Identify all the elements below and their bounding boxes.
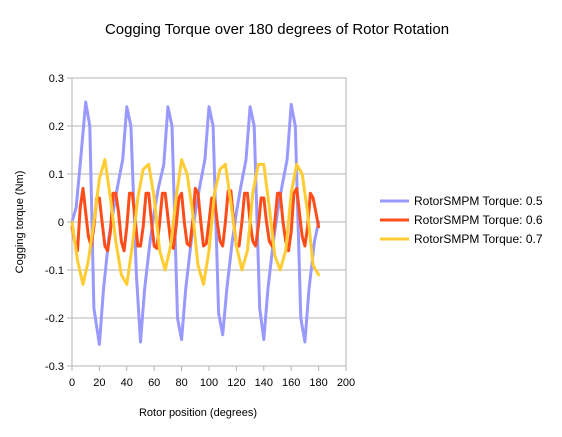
y-tick-label: 0 [58, 217, 64, 229]
series-line-3 [70, 158, 321, 286]
y-tick-label: -0.3 [45, 361, 64, 373]
x-tick-label: 80 [175, 377, 187, 389]
y-tick-label: -0.2 [45, 313, 64, 325]
y-axis-label: Cogging torque (Nm) [14, 171, 26, 274]
y-tick-label: 0.2 [49, 121, 64, 133]
legend-label: RotorSMPM Torque: 0.5 [414, 194, 543, 208]
chart-title: Cogging Torque over 180 degrees of Rotor… [105, 21, 449, 38]
legend-label: RotorSMPM Torque: 0.7 [414, 232, 543, 246]
legend-label: RotorSMPM Torque: 0.6 [414, 213, 543, 227]
x-tick-label: 180 [309, 377, 327, 389]
y-tick-label: 0.1 [49, 169, 64, 181]
y-axis-ticks: 0.3 0.2 0.1 0 -0.1 -0.2 -0.3 [45, 73, 72, 373]
x-tick-label: 60 [148, 377, 160, 389]
x-tick-label: 40 [121, 377, 133, 389]
x-tick-label: 140 [255, 377, 273, 389]
x-axis-label: Rotor position (degrees) [139, 407, 257, 419]
y-tick-label: 0.3 [49, 73, 64, 85]
x-tick-label: 120 [227, 377, 245, 389]
x-tick-label: 200 [337, 377, 355, 389]
x-tick-label: 0 [69, 377, 75, 389]
x-axis-ticks: 0 20 40 60 80 100 120 140 160 180 200 [69, 366, 355, 389]
y-tick-label: -0.1 [45, 265, 64, 277]
x-tick-label: 100 [200, 377, 218, 389]
legend: RotorSMPM Torque: 0.5 RotorSMPM Torque: 0… [380, 194, 543, 246]
series-line-2 [70, 186, 321, 253]
series-layer [70, 100, 321, 346]
x-tick-label: 20 [93, 377, 105, 389]
x-tick-label: 160 [282, 377, 300, 389]
